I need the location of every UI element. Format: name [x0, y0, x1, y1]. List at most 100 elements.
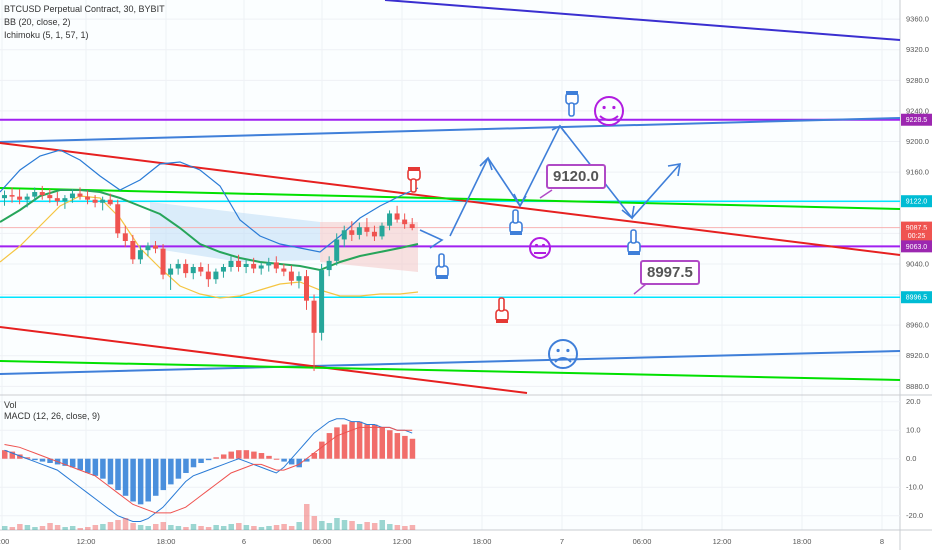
- macd-histogram-bar: [258, 453, 265, 459]
- macd-histogram-bar: [288, 458, 295, 465]
- volume-bar: [2, 526, 8, 530]
- candle-body: [32, 192, 38, 197]
- macd-tick-label: 0.0: [906, 454, 916, 463]
- volume-bar: [364, 522, 370, 530]
- candle-body: [2, 195, 7, 199]
- candle-body: [334, 239, 340, 261]
- macd-histogram-bar: [326, 433, 333, 459]
- chart-title: BTCUSD Perpetual Contract, 30, BYBIT: [4, 4, 165, 14]
- price-tag: [901, 229, 932, 242]
- price-tick-label: 9160.0: [906, 168, 929, 177]
- volume-bar: [228, 524, 234, 530]
- price-tick-label: 9360.0: [906, 15, 929, 24]
- thumb-up-icon: [435, 253, 449, 279]
- macd-histogram-bar: [273, 458, 280, 460]
- face-mouth: [554, 357, 572, 363]
- candle-body: [115, 204, 121, 234]
- volume-bar: [100, 524, 106, 530]
- price-tag: [901, 291, 932, 304]
- price-tick-label: 9280.0: [906, 76, 929, 85]
- macd-histogram-bar: [47, 458, 53, 463]
- volume-bar: [69, 526, 76, 530]
- candle-body: [160, 248, 166, 275]
- trend-line-green-lower: [0, 360, 901, 381]
- macd-histogram-bar: [69, 458, 76, 468]
- hand-cuff: [510, 231, 522, 235]
- candle-body: [198, 267, 204, 272]
- candle-body: [326, 260, 332, 271]
- volume-bar: [190, 524, 197, 530]
- candle-body: [145, 245, 151, 251]
- thumb-up-icon: [495, 297, 509, 323]
- volume-bar: [402, 526, 408, 530]
- hand-cuff: [408, 167, 420, 171]
- candle-body: [77, 193, 83, 197]
- bb-upper-band: [0, 149, 419, 253]
- price-tag-label: 9122.0: [906, 199, 928, 206]
- candle-body: [251, 263, 257, 269]
- price-pane-bg: [0, 0, 900, 394]
- macd-histogram-bar: [32, 458, 38, 461]
- volume-bar: [153, 524, 159, 530]
- volume-bar: [379, 520, 385, 530]
- projection-arrow: [449, 157, 489, 237]
- volume-bar: [145, 526, 151, 530]
- macd-histogram-bar: [130, 458, 136, 502]
- trend-line-green-upper: [0, 187, 901, 210]
- face-eye: [566, 348, 570, 353]
- macd-histogram-bar: [190, 458, 197, 468]
- candle-body: [228, 260, 234, 268]
- face-mouth: [599, 115, 619, 121]
- time-tick-label: 18:00: [473, 537, 492, 546]
- candle-body: [394, 213, 400, 220]
- volume-bar: [243, 525, 250, 530]
- volume-bar: [17, 524, 23, 530]
- price-tick-label: 9320.0: [906, 45, 929, 54]
- volume-bar: [394, 525, 401, 530]
- volume-bar: [137, 525, 144, 530]
- volume-bar: [409, 525, 416, 530]
- hand-cuff: [628, 251, 640, 255]
- macd-histogram-bar: [394, 433, 401, 459]
- macd-histogram-bar: [77, 458, 83, 471]
- macd-histogram-bar: [183, 458, 189, 473]
- projection-arrow: [621, 205, 635, 220]
- candle-body: [220, 267, 226, 272]
- price-tick-label: 9200.0: [906, 137, 929, 146]
- macd-histogram-bar: [153, 458, 159, 496]
- candle-body: [137, 250, 143, 260]
- price-tag-label: 00:25: [908, 233, 926, 240]
- price-tick-label: 8920.0: [906, 351, 929, 360]
- face-outline: [529, 237, 551, 259]
- macd-histogram-bar: [92, 458, 99, 476]
- macd-histogram-bar: [409, 438, 416, 459]
- trend-line-blue-lower: [0, 350, 901, 375]
- hand-finger: [410, 178, 417, 193]
- volume-bar: [273, 525, 280, 530]
- candle-body: [371, 231, 377, 237]
- face-eye: [612, 105, 616, 110]
- volume-bar: [198, 526, 204, 530]
- macd-histogram-bar: [266, 455, 272, 459]
- candle-body: [39, 192, 45, 196]
- volume-bar: [288, 526, 295, 530]
- macd-histogram-bar: [160, 458, 167, 491]
- hand-cuff: [436, 275, 448, 279]
- volume-bar: [175, 526, 182, 530]
- macd-histogram-bar: [364, 424, 370, 459]
- candle-body: [258, 265, 264, 269]
- thumb-up-icon: [627, 229, 641, 255]
- candle-body: [24, 196, 30, 200]
- candle-body: [122, 233, 128, 241]
- volume-bar: [130, 523, 136, 530]
- price-tag: [901, 195, 932, 208]
- time-tick-label: 12:00: [77, 537, 96, 546]
- macd-histogram-bar: [137, 458, 144, 505]
- price-tick-label: 9040.0: [906, 259, 929, 268]
- macd-signal-line: [4, 426, 413, 514]
- macd-histogram-bar: [145, 458, 151, 502]
- volume-bar: [85, 527, 91, 530]
- projection-arrow: [551, 124, 567, 135]
